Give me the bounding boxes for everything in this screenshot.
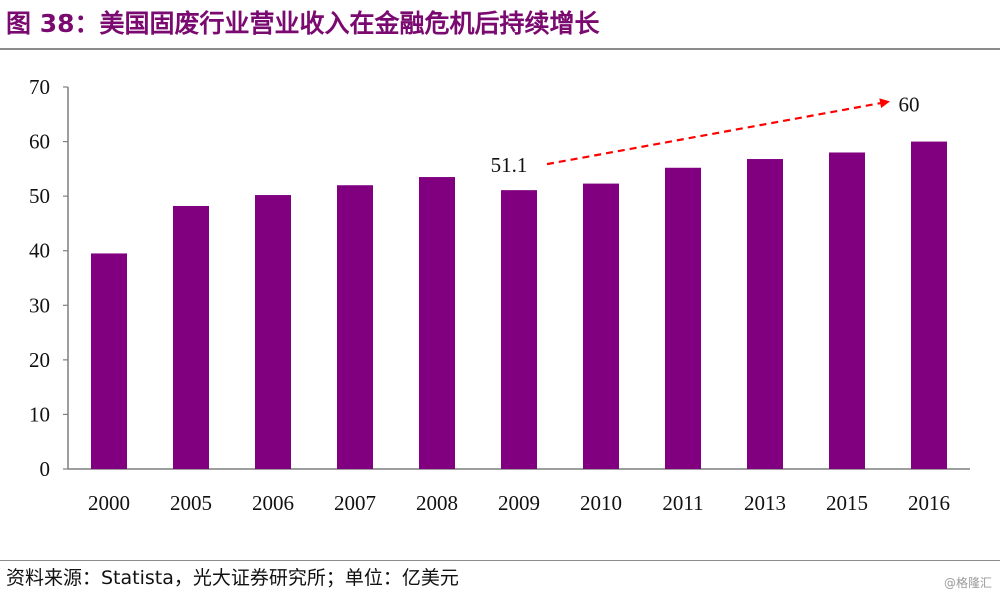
source-note: 资料来源：Statista，光大证券研究所；单位：亿美元 [6,567,459,589]
y-tick-label: 40 [29,239,50,263]
bar-2009 [501,190,537,469]
x-tick-label: 2009 [498,491,540,515]
bar-2015 [829,152,865,469]
watermark: @格隆汇 [943,576,992,590]
annotations-group: 51.1 60 [491,93,920,178]
title-divider [0,48,1000,50]
x-tick-label: 2005 [170,491,212,515]
bar-chart: 0 10 20 30 40 50 60 70 2000 2005 2006 2007 2008 2009 2… [29,75,970,515]
y-tick-label: 70 [29,75,50,99]
bar-2013 [747,159,783,469]
axes: 0 10 20 30 40 50 60 70 2000 2005 2006 2007 2008 2009 2… [29,75,970,515]
x-tick-label: 2008 [416,491,458,515]
bars-group [91,141,947,470]
bar-2008 [419,177,455,469]
y-tick-label: 60 [29,130,50,154]
y-tick-label: 10 [29,402,50,426]
x-tick-label: 2016 [908,491,950,515]
annotation-label-2009: 51.1 [491,153,528,177]
x-tick-label: 2007 [334,491,376,515]
bar-2007 [337,185,373,469]
y-tick-label: 0 [40,457,51,481]
x-tick-label: 2015 [826,491,868,515]
x-tick-label: 2011 [662,491,703,515]
bar-2005 [173,205,209,470]
bar-2006 [255,195,291,469]
bar-2010 [583,183,619,469]
x-tick-label: 2000 [88,491,130,515]
trend-arrow [546,98,890,166]
y-tick-label: 30 [29,293,50,317]
bar-2011 [665,167,701,469]
x-tick-label: 2010 [580,491,622,515]
chart-title: 图 38：美国固废行业营业收入在金融危机后持续增长 [6,9,600,38]
x-tick-label: 2006 [252,491,294,515]
annotation-label-2016: 60 [899,93,920,117]
bar-2016 [911,141,947,470]
source-divider [0,560,1000,561]
y-tick-label: 50 [29,184,50,208]
y-tick-label: 20 [29,348,50,372]
x-tick-label: 2013 [744,491,786,515]
bar-2000 [91,253,127,469]
